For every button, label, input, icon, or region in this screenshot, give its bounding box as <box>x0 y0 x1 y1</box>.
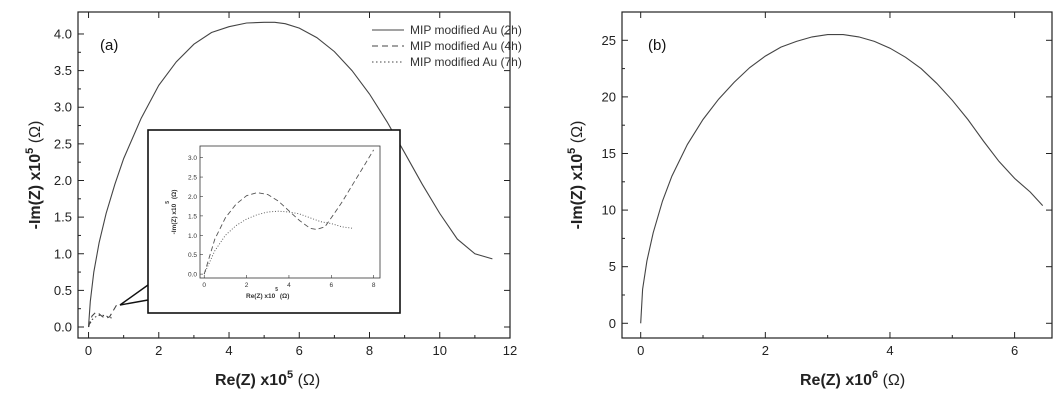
y-axis-title-exponent: 5 <box>566 148 578 154</box>
series-line-dotted <box>88 314 114 328</box>
inset-y-tick-label: 1.5 <box>188 213 197 220</box>
y-tick-label: 10 <box>602 203 616 218</box>
inset-x-tick-label: 0 <box>202 282 206 289</box>
y-axis-title: -Im(Z) x105 (Ω) <box>566 121 586 230</box>
y-tick-label: 1.0 <box>54 246 72 261</box>
series-line-solid <box>640 34 1044 324</box>
legend-entry: MIP modified Au (4h) <box>410 39 522 53</box>
x-tick-label: 12 <box>503 343 517 358</box>
inset-chart: 0 2 4 6 80.00.51.01.52.02.53.0Re(Z) x105 (Ω)… <box>119 129 401 314</box>
inset-y-axis-title: -Im(Z) x105 (Ω) <box>165 190 178 235</box>
inset-x-tick-label: 6 <box>329 282 333 289</box>
x-tick-label: 0 <box>85 343 92 358</box>
inset-box <box>147 129 401 314</box>
inset-x-axis-title-unit: (Ω) <box>278 293 289 300</box>
inset-y-tick-label: 3.0 <box>188 155 197 162</box>
inset-callout <box>119 284 149 306</box>
inset-x-tick-label: 2 <box>245 282 249 289</box>
y-tick-label: 25 <box>602 33 616 48</box>
y-tick-label: 15 <box>602 146 616 161</box>
inset-x-tick-label: 4 <box>287 282 291 289</box>
series-line-solid <box>87 21 493 328</box>
x-axis-title: Re(Z) x106 (Ω) <box>800 369 905 389</box>
y-axis-title-exponent: 5 <box>24 148 36 154</box>
x-tick-label: 6 <box>296 343 303 358</box>
y-axis-title-main: -Im(Z) x10 <box>569 154 586 230</box>
inset-y-axis-title-unit: (Ω) <box>171 190 178 201</box>
y-tick-label: 0 <box>609 316 616 331</box>
inset-y-axis-title-main: -Im(Z) x10 <box>171 203 178 234</box>
panel-label: (b) <box>648 37 666 54</box>
y-tick-label: 4.0 <box>54 26 72 41</box>
series-line-dashed <box>87 304 118 328</box>
inset-y-tick-label: 0.0 <box>188 272 197 279</box>
x-tick-label: 6 <box>1011 343 1018 358</box>
y-tick-label: 2.5 <box>54 136 72 151</box>
y-axis-title-unit: (Ω) <box>569 121 586 148</box>
panel-a: 0 2 4 6 8 10 12 0.0 0.5 1.0 1.5 2.0 2.5 3.0 3.5 4.0 Re(Z… <box>24 11 522 389</box>
inset-x-axis-title-exponent: 5 <box>275 287 278 293</box>
inset-frame <box>199 145 381 279</box>
y-tick-label: 3.5 <box>54 63 72 78</box>
x-axis-title-unit: (Ω) <box>293 372 320 389</box>
y-tick-label: 5 <box>609 259 616 274</box>
x-axis-title: Re(Z) x105 (Ω) <box>215 369 320 389</box>
y-tick-label: 0.5 <box>54 283 72 298</box>
y-axis-title-unit: (Ω) <box>27 121 44 148</box>
inset-x-axis-title: Re(Z) x105 (Ω) <box>246 287 289 300</box>
inset-y-axis-title-exponent: 5 <box>165 201 171 204</box>
inset-x-tick-label: 8 <box>372 282 376 289</box>
inset-series-line-dashed <box>203 149 374 275</box>
inset-y-tick-label: 2.0 <box>188 194 197 201</box>
inset-y-tick-label: 1.0 <box>188 233 197 240</box>
y-tick-label: 3.0 <box>54 100 72 115</box>
x-tick-label: 10 <box>433 343 447 358</box>
y-tick-label: 20 <box>602 89 616 104</box>
y-tick-label: 0.0 <box>54 320 72 335</box>
panel-label: (a) <box>100 37 118 54</box>
x-tick-label: 4 <box>225 343 232 358</box>
inset-y-tick-label: 0.5 <box>188 252 197 259</box>
y-axis-title-main: -Im(Z) x10 <box>27 154 44 230</box>
x-tick-label: 2 <box>155 343 162 358</box>
x-tick-label: 4 <box>886 343 893 358</box>
x-axis-title-main: Re(Z) x10 <box>215 372 287 389</box>
plot-frame <box>77 11 511 339</box>
x-tick-label: 2 <box>762 343 769 358</box>
y-tick-label: 2.0 <box>54 173 72 188</box>
legend-entry: MIP modified Au (7h) <box>410 55 522 69</box>
inset-x-axis-title-main: Re(Z) x10 <box>246 293 276 300</box>
x-tick-label: 8 <box>366 343 373 358</box>
inset-series-line-dotted <box>203 210 353 275</box>
y-axis-title: -Im(Z) x105 (Ω) <box>24 121 44 230</box>
plot-frame <box>621 11 1053 339</box>
x-tick-label: 0 <box>637 343 644 358</box>
x-axis-title-unit: (Ω) <box>878 372 905 389</box>
x-axis-title-exponent: 6 <box>872 369 878 381</box>
y-tick-label: 1.5 <box>54 210 72 225</box>
x-axis-title-exponent: 5 <box>287 369 293 381</box>
x-axis-title-main: Re(Z) x10 <box>800 372 872 389</box>
inset-y-tick-label: 2.5 <box>188 175 197 182</box>
legend-entry: MIP modified Au (2h) <box>410 23 522 37</box>
